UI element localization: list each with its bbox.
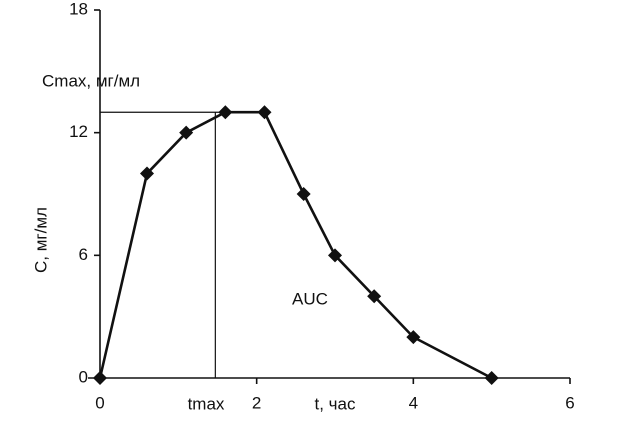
x-tick-label: 2	[252, 393, 261, 412]
point	[93, 371, 107, 385]
point	[328, 248, 342, 263]
auc-label: AUC	[292, 289, 328, 308]
y-tick-label: 6	[79, 245, 88, 264]
point	[406, 330, 421, 345]
point	[140, 166, 154, 181]
tmax-label: tmax	[188, 394, 225, 413]
x-tick-label: 6	[565, 393, 574, 412]
point	[296, 187, 311, 201]
point	[257, 105, 272, 120]
line	[98, 110, 493, 380]
point	[484, 371, 499, 385]
y-axis-label: C, мг/мл	[31, 207, 50, 273]
x-axis-label: t, час	[315, 394, 356, 413]
y-tick-label: 0	[79, 367, 88, 386]
x-tick-label: 0	[95, 393, 104, 412]
cmax-label: Cmax, мг/мл	[42, 71, 140, 90]
y-tick-label: 12	[69, 122, 88, 141]
x-tick-label: 4	[409, 393, 418, 412]
point	[218, 105, 233, 120]
point	[367, 289, 382, 304]
y-tick-label: 18	[69, 0, 88, 18]
point	[179, 125, 194, 140]
